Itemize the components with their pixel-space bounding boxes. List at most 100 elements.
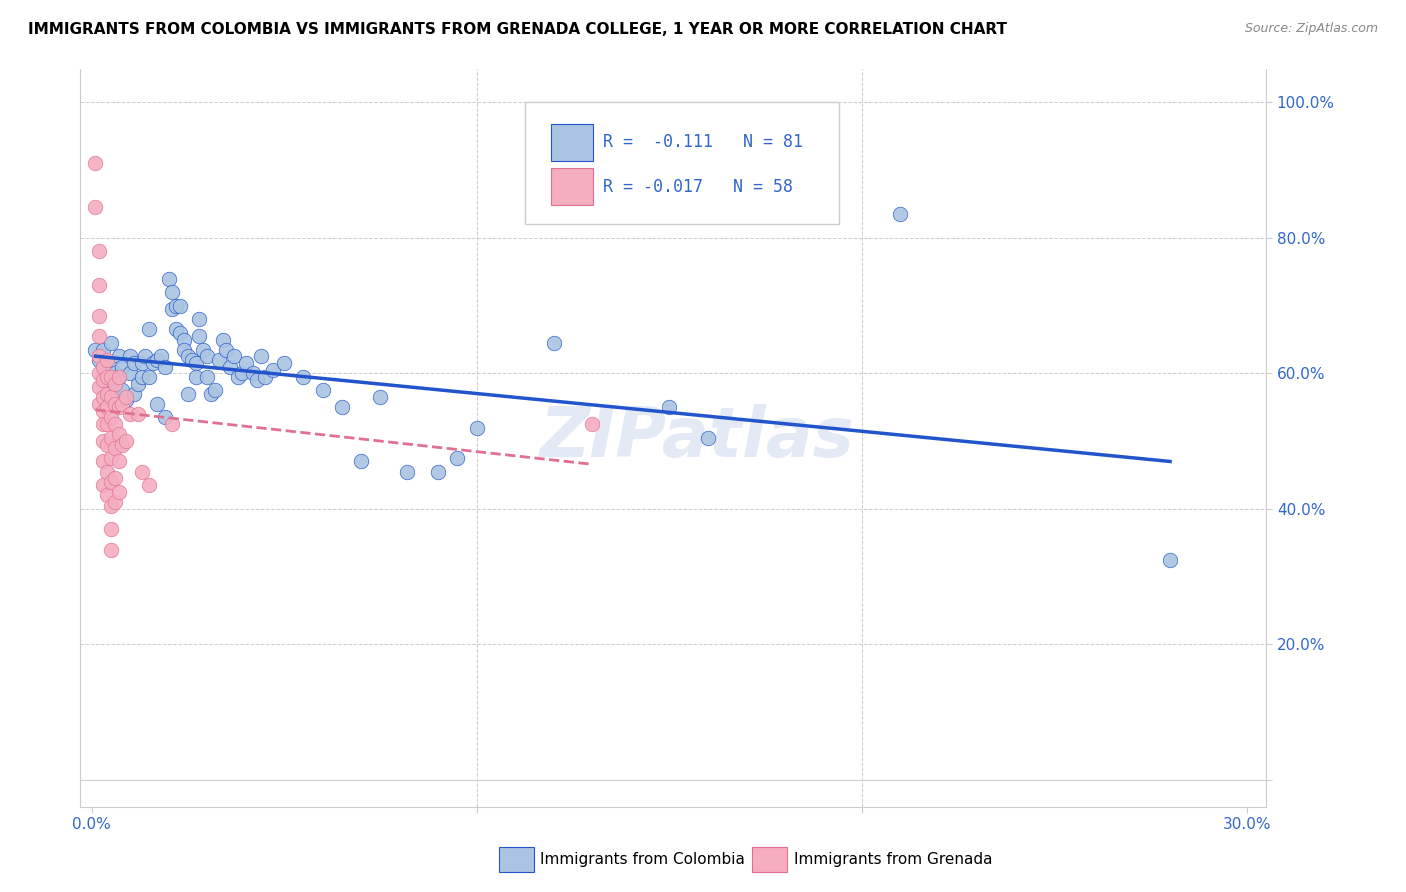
Point: [107, 454, 129, 468]
Point: [127, 376, 149, 391]
Point: [91, 373, 114, 387]
Text: Source: ZipAtlas.com: Source: ZipAtlas.com: [1244, 22, 1378, 36]
Point: [177, 350, 200, 364]
Point: [120, 350, 142, 364]
Point: [120, 407, 142, 421]
Point: [115, 390, 138, 404]
Point: [184, 369, 207, 384]
Point: [157, 271, 180, 285]
Point: [115, 393, 138, 408]
Point: [162, 417, 184, 432]
Point: [96, 437, 118, 451]
Point: [146, 352, 169, 367]
Point: [543, 335, 565, 350]
Bar: [551, 169, 592, 205]
Point: [91, 359, 114, 374]
Point: [219, 359, 242, 374]
Point: [89, 367, 111, 381]
Text: ZIPatlas: ZIPatlas: [540, 404, 855, 471]
Point: [100, 475, 122, 489]
Point: [122, 386, 145, 401]
Text: R =  -0.111   N = 81: R = -0.111 N = 81: [603, 134, 803, 152]
FancyBboxPatch shape: [524, 102, 839, 224]
Point: [370, 390, 392, 404]
Point: [465, 420, 488, 434]
Point: [104, 417, 127, 432]
Point: [89, 278, 111, 293]
Point: [658, 401, 681, 415]
Point: [84, 201, 107, 215]
Point: [330, 401, 353, 415]
Point: [246, 373, 269, 387]
Point: [100, 542, 122, 557]
Point: [231, 367, 253, 381]
Point: [107, 369, 129, 384]
Point: [273, 356, 295, 370]
Point: [173, 333, 195, 347]
Point: [120, 367, 142, 381]
Point: [89, 329, 111, 343]
Point: [89, 352, 111, 367]
Point: [262, 363, 284, 377]
Point: [84, 156, 107, 170]
Point: [107, 401, 129, 415]
Point: [104, 376, 127, 391]
Point: [169, 299, 191, 313]
Point: [91, 343, 114, 357]
Point: [180, 352, 202, 367]
Point: [107, 369, 129, 384]
Point: [226, 369, 249, 384]
Point: [250, 350, 273, 364]
Point: [100, 369, 122, 384]
Point: [104, 441, 127, 455]
Point: [100, 335, 122, 350]
Text: IMMIGRANTS FROM COLOMBIA VS IMMIGRANTS FROM GRENADA COLLEGE, 1 YEAR OR MORE CORR: IMMIGRANTS FROM COLOMBIA VS IMMIGRANTS F…: [28, 22, 1007, 37]
Point: [173, 343, 195, 357]
Point: [96, 352, 118, 367]
Point: [107, 350, 129, 364]
Point: [427, 465, 450, 479]
Point: [131, 356, 153, 370]
Point: [211, 333, 233, 347]
Point: [91, 417, 114, 432]
Point: [104, 367, 127, 381]
Point: [104, 471, 127, 485]
Point: [396, 465, 419, 479]
Point: [142, 356, 165, 370]
Point: [104, 495, 127, 509]
Point: [89, 309, 111, 323]
Point: [253, 369, 276, 384]
Point: [100, 451, 122, 466]
Point: [242, 367, 264, 381]
Point: [138, 322, 160, 336]
Point: [222, 350, 245, 364]
Point: [193, 343, 215, 357]
Point: [131, 369, 153, 384]
Point: [184, 356, 207, 370]
Point: [131, 465, 153, 479]
Point: [162, 285, 184, 299]
Point: [195, 350, 218, 364]
Point: [104, 397, 127, 411]
Point: [111, 384, 134, 398]
Point: [153, 359, 176, 374]
Point: [696, 431, 718, 445]
Point: [89, 350, 111, 364]
Point: [292, 369, 315, 384]
Point: [311, 384, 333, 398]
Point: [91, 454, 114, 468]
Point: [96, 401, 118, 415]
Point: [208, 352, 231, 367]
Point: [115, 434, 138, 449]
Point: [96, 386, 118, 401]
Point: [111, 359, 134, 374]
Point: [134, 350, 156, 364]
Point: [89, 397, 111, 411]
Point: [96, 373, 118, 387]
Point: [111, 437, 134, 451]
Point: [146, 397, 169, 411]
Point: [104, 380, 127, 394]
Point: [162, 301, 184, 316]
Point: [195, 369, 218, 384]
Point: [100, 410, 122, 425]
